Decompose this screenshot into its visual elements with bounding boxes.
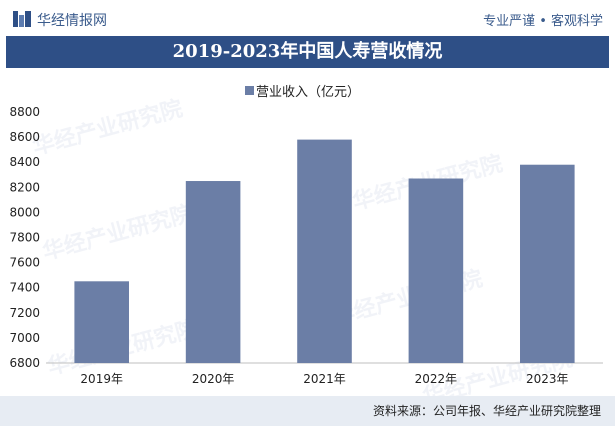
footer-bar: 资料来源：公司年报、华经产业研究院整理 [0, 396, 615, 426]
legend-label: 营业收入（亿元） [256, 85, 361, 100]
y-tick-label: 8600 [9, 130, 40, 144]
y-tick-label: 8400 [9, 155, 40, 169]
bar [74, 281, 129, 363]
title-bar: 2019-2023年中国人寿营收情况 [6, 36, 609, 68]
y-tick-label: 7400 [9, 281, 40, 295]
huajing-logo-icon [13, 11, 31, 27]
y-tick-label: 6800 [9, 356, 40, 370]
x-tick-label: 2020年 [192, 372, 235, 386]
bar-chart: 6800 7000 7200 7400 7600 7800 8000 8200 8400 8600… [9, 105, 603, 386]
bar [520, 164, 575, 363]
bar [185, 181, 241, 363]
source-note: 资料来源：公司年报、华经产业研究院整理 [372, 404, 601, 418]
x-tick-label: 2021年 [303, 372, 346, 386]
chart-legend: 营业收入（亿元） [245, 81, 361, 100]
y-tick-label: 8000 [9, 205, 40, 219]
brand-name: 华经情报网 [37, 13, 107, 29]
y-tick-label: 7200 [9, 306, 40, 320]
y-tick-label: 8200 [9, 180, 40, 194]
y-tick-label: 7800 [9, 231, 40, 245]
x-tick-label: 2023年 [526, 372, 569, 386]
slogan: 专业严谨 • 客观科学 [483, 14, 603, 29]
y-tick-label: 7000 [9, 331, 40, 345]
legend-swatch [245, 86, 254, 95]
bar [408, 178, 464, 363]
y-tick-label: 8800 [9, 105, 40, 119]
x-tick-label: 2019年 [80, 372, 123, 386]
x-tick-label: 2022年 [415, 372, 458, 386]
bar [297, 139, 352, 363]
chart-title: 2019-2023年中国人寿营收情况 [172, 41, 443, 62]
y-tick-label: 7600 [9, 256, 40, 270]
top-bar: 华经情报网 专业严谨 • 客观科学 [0, 0, 615, 36]
